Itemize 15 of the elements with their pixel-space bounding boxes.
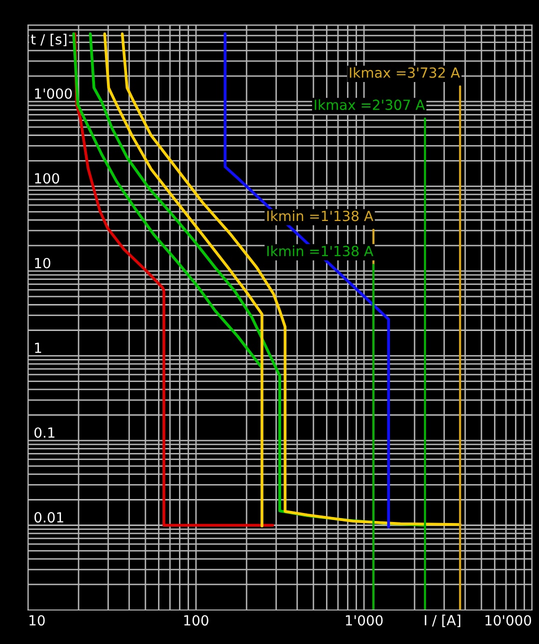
y-tick-label: 100 <box>35 173 60 184</box>
y-tick-label: 1'000 <box>35 88 72 99</box>
x-tick-label: 1'000 <box>346 615 383 626</box>
x-axis-title: I / [A] <box>424 614 460 628</box>
ref-line-label: Ikmin =1'138 A <box>267 210 374 222</box>
ref-line-label: Ikmax =2'307 A <box>314 99 425 110</box>
x-tick-label: 10'000 <box>486 615 532 626</box>
y-tick-label: 0.01 <box>34 512 64 523</box>
y-tick-label: 1 <box>35 342 42 353</box>
y-tick-label: 0.1 <box>34 427 54 438</box>
ref-line-label: Ikmin =1'138 A <box>267 246 374 256</box>
ref-line-label: Ikmax =3'732 A <box>350 67 460 78</box>
y-tick-label: 10 <box>35 258 50 268</box>
y-axis-title: t / [s] <box>30 34 66 46</box>
x-tick-label: 100 <box>184 615 208 626</box>
